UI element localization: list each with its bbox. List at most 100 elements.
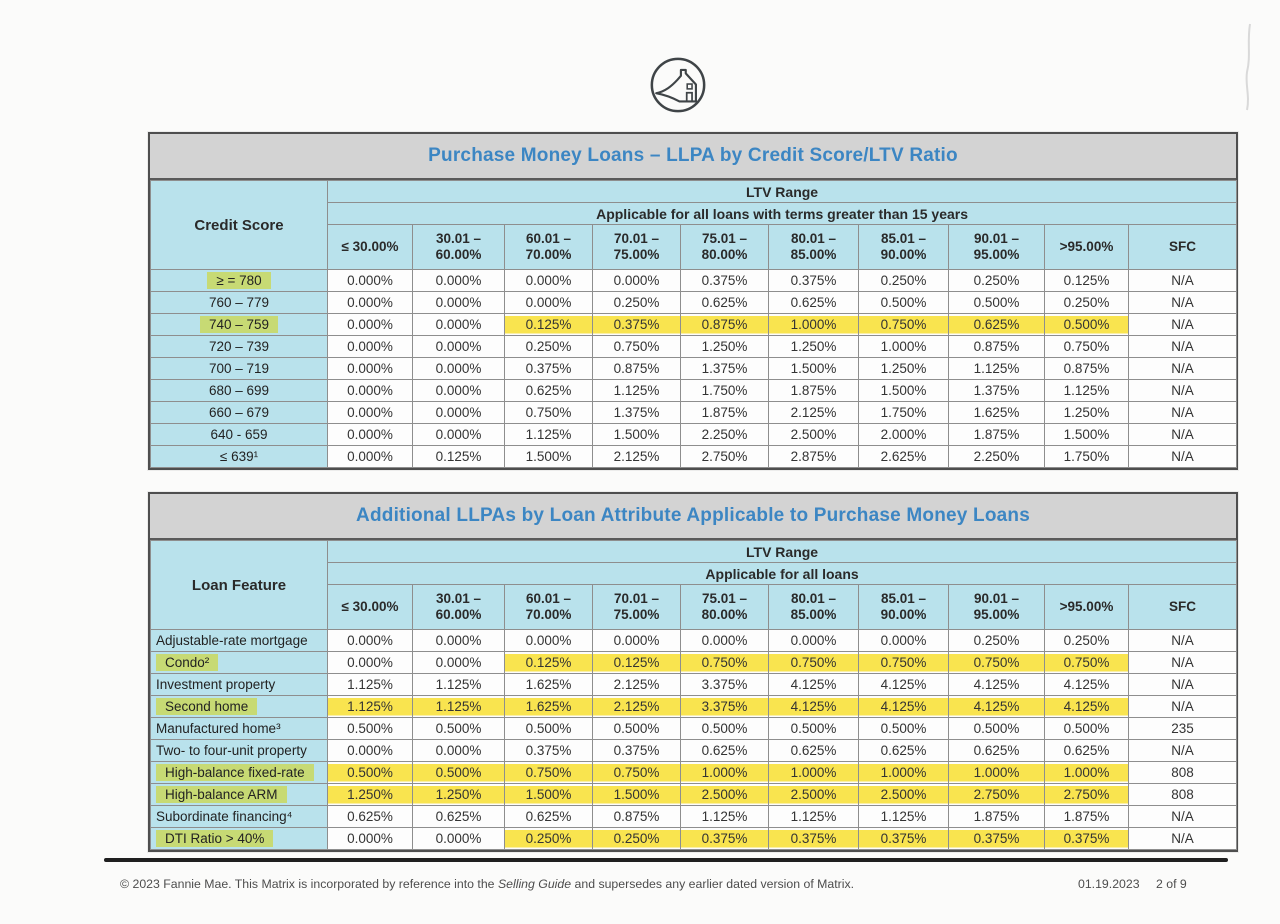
value-cell: 4.125% (1044, 673, 1129, 696)
value-cell: 0.000% (412, 269, 505, 292)
value-cell: 0.000% (412, 313, 505, 336)
value-cell: 0.250% (858, 269, 949, 292)
value-cell: 0.000% (592, 629, 681, 652)
value-cell: 0.250% (592, 827, 681, 850)
value-cell: 1.125% (504, 423, 593, 446)
value-cell: 1.250% (680, 335, 769, 358)
value-cell: 0.500% (327, 717, 413, 740)
row-label: Condo² (150, 651, 328, 674)
value-cell: 0.375% (592, 313, 681, 336)
table-row: 660 – 679 0.000% 0.000% 0.750% 1.375% 1.875% 2… (150, 401, 1238, 424)
value-cell: 0.375% (768, 269, 859, 292)
value-cell: 0.375% (680, 827, 769, 850)
value-cell: 0.500% (858, 291, 949, 314)
scan-artifact (1238, 22, 1256, 112)
column-header: ≤ 30.00% (327, 584, 413, 630)
footer-divider (104, 858, 1228, 862)
column-header: 80.01 – 85.00% (768, 224, 859, 270)
value-cell: 0.875% (1044, 357, 1129, 380)
column-header: >95.00% (1044, 584, 1129, 630)
green-highlight: Condo² (156, 654, 219, 671)
value-cell: N/A (1127, 695, 1238, 718)
value-cell: 0.750% (680, 651, 769, 674)
value-cell: 1.125% (768, 805, 859, 828)
value-cell: 0.500% (1044, 313, 1129, 336)
column-header: 80.01 – 85.00% (768, 584, 859, 630)
value-cell: 1.000% (858, 335, 949, 358)
value-cell: 1.000% (1044, 761, 1129, 784)
value-cell: 0.500% (412, 761, 505, 784)
value-cell: 0.750% (504, 761, 593, 784)
value-cell: 0.000% (592, 269, 681, 292)
value-cell: 0.000% (768, 629, 859, 652)
value-cell: N/A (1127, 313, 1238, 336)
value-cell: N/A (1127, 827, 1238, 850)
value-cell: 2.750% (1044, 783, 1129, 806)
value-cell: 4.125% (1044, 695, 1129, 718)
value-cell: N/A (1127, 629, 1238, 652)
green-highlight: High-balance fixed-rate (156, 764, 314, 781)
value-cell: 0.375% (504, 357, 593, 380)
row-label: High-balance ARM (150, 783, 328, 806)
value-cell: N/A (1127, 739, 1238, 762)
value-cell: 0.750% (592, 761, 681, 784)
column-header: 85.01 – 90.00% (858, 584, 949, 630)
row-label: 720 – 739 (150, 335, 328, 358)
value-cell: 0.250% (1044, 629, 1129, 652)
value-cell: 1.500% (504, 445, 593, 468)
table-row: Adjustable-rate mortgage 0.000% 0.000% 0.00… (150, 629, 1238, 652)
table-row: 760 – 779 0.000% 0.000% 0.000% 0.250% 0.625% 0… (150, 291, 1238, 314)
value-cell: 0.125% (592, 651, 681, 674)
value-cell: 1.250% (858, 357, 949, 380)
value-cell: 2.125% (768, 401, 859, 424)
value-cell: 3.375% (680, 695, 769, 718)
value-cell: 4.125% (858, 673, 949, 696)
value-cell: 2.625% (858, 445, 949, 468)
footer-date: 01.19.2023 (1078, 877, 1140, 891)
value-cell: 0.625% (768, 291, 859, 314)
value-cell: 0.625% (948, 313, 1045, 336)
value-cell: 1.875% (948, 423, 1045, 446)
column-header: 60.01 – 70.00% (504, 224, 593, 270)
value-cell: N/A (1127, 673, 1238, 696)
value-cell: 0.375% (592, 739, 681, 762)
value-cell: 0.000% (327, 827, 413, 850)
value-cell: 1.125% (327, 673, 413, 696)
value-cell: 0.500% (948, 717, 1045, 740)
value-cell: 1.375% (592, 401, 681, 424)
value-cell: 4.125% (858, 695, 949, 718)
value-cell: 1.125% (412, 673, 505, 696)
footer-page-number: 2 of 9 (1156, 877, 1187, 891)
value-cell: 0.000% (504, 629, 593, 652)
value-cell: 0.000% (327, 357, 413, 380)
value-cell: 1.875% (948, 805, 1045, 828)
value-cell: 2.000% (858, 423, 949, 446)
value-cell: 1.625% (504, 695, 593, 718)
row-label: 760 – 779 (150, 291, 328, 314)
value-cell: 235 (1127, 717, 1238, 740)
row-label: 640 - 659 (150, 423, 328, 446)
value-cell: 0.750% (1044, 651, 1129, 674)
column-header: 70.01 – 75.00% (592, 584, 681, 630)
value-cell: 0.000% (412, 651, 505, 674)
table-row: Condo² 0.000% 0.000% 0.125% 0.125% 0.750% 0.75… (150, 651, 1238, 674)
value-cell: 1.000% (680, 761, 769, 784)
value-cell: 1.500% (504, 783, 593, 806)
value-cell: 1.000% (768, 761, 859, 784)
value-cell: 1.875% (1044, 805, 1129, 828)
value-cell: 0.125% (504, 651, 593, 674)
table-row: High-balance ARM 1.250% 1.250% 1.500% 1.500%… (150, 783, 1238, 806)
green-highlight: 740 – 759 (199, 316, 279, 333)
applicability-header: Applicable for all loans (326, 562, 1238, 585)
value-cell: N/A (1127, 445, 1238, 468)
footer-copyright: © 2023 Fannie Mae. This Matrix is incorp… (120, 877, 854, 891)
value-cell: 0.625% (412, 805, 505, 828)
value-cell: 0.625% (858, 739, 949, 762)
value-cell: N/A (1127, 335, 1238, 358)
value-cell: 1.750% (680, 379, 769, 402)
value-cell: 2.125% (592, 673, 681, 696)
column-header: 90.01 – 95.00% (948, 584, 1045, 630)
row-label: ≤ 639¹ (150, 445, 328, 468)
value-cell: 0.375% (680, 269, 769, 292)
row-label: DTI Ratio > 40% (150, 827, 328, 850)
